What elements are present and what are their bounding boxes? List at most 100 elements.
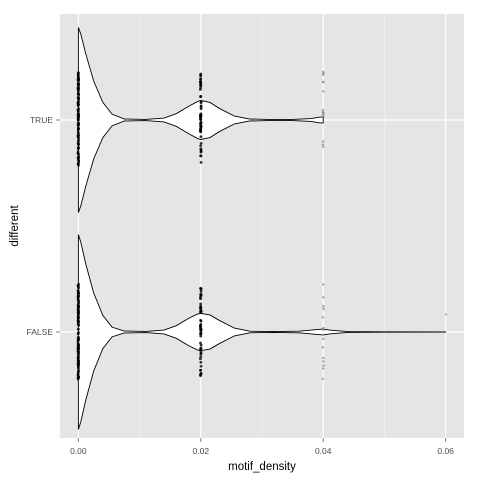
data-point [199, 125, 203, 128]
data-point [199, 309, 203, 313]
data-point [77, 159, 80, 162]
data-point [76, 152, 80, 155]
data-point [77, 367, 80, 371]
data-point [77, 114, 80, 118]
data-point [76, 320, 80, 324]
data-point [199, 161, 203, 164]
data-point [76, 78, 80, 82]
data-point [199, 368, 203, 372]
data-point [322, 283, 325, 286]
data-point [199, 101, 203, 105]
data-point [77, 359, 80, 362]
data-point [76, 289, 80, 292]
x-tick-label: 0.06 [437, 446, 454, 456]
data-point [322, 90, 325, 93]
data-point [77, 141, 80, 144]
data-point [199, 105, 203, 109]
data-point [77, 88, 80, 91]
data-point [199, 372, 203, 376]
data-point [199, 332, 202, 335]
data-point [199, 150, 203, 154]
x-axis-title: motif_density [228, 461, 296, 473]
data-points [76, 70, 448, 381]
data-point [199, 118, 203, 122]
data-point [199, 135, 203, 139]
data-point [77, 314, 80, 317]
data-point [77, 356, 80, 360]
data-point [322, 360, 325, 363]
data-point [77, 323, 80, 327]
data-point [321, 377, 325, 381]
data-point [199, 326, 202, 330]
data-point [76, 316, 80, 320]
data-point [199, 115, 202, 119]
data-point [322, 304, 325, 308]
x-tick-label: 0.04 [315, 446, 332, 456]
data-point [76, 285, 80, 288]
data-point [77, 361, 80, 365]
data-point [76, 342, 80, 346]
data-point [77, 76, 80, 80]
y-axis-title: different [9, 205, 21, 247]
data-point [322, 356, 325, 360]
data-point [76, 74, 80, 77]
data-point [76, 337, 80, 340]
data-point [199, 357, 202, 361]
data-point [199, 324, 202, 327]
data-point [77, 127, 81, 130]
data-point [322, 364, 325, 367]
data-point [199, 144, 202, 148]
data-point [77, 107, 81, 110]
data-point [199, 129, 203, 133]
data-point [321, 143, 325, 146]
data-point [199, 355, 203, 358]
data-point [199, 121, 203, 124]
data-point [77, 146, 80, 150]
data-point [322, 296, 325, 299]
data-point [199, 307, 202, 311]
data-point [199, 112, 203, 116]
data-point [322, 111, 325, 115]
axes: 0.00 0.02 0.04 0.06 TRUE FALSE [27, 115, 455, 456]
data-point [199, 154, 203, 158]
data-point [76, 122, 80, 125]
data-point [76, 135, 80, 139]
data-point [321, 316, 325, 319]
data-point [199, 147, 203, 151]
data-point [77, 292, 80, 295]
data-point [76, 117, 80, 120]
data-point [76, 376, 80, 379]
data-point [76, 150, 80, 153]
data-point [77, 300, 80, 304]
data-point [77, 92, 80, 96]
data-point [322, 307, 325, 311]
data-point [76, 373, 80, 377]
data-point [199, 287, 203, 290]
data-point [76, 331, 80, 335]
x-tick-label: 0.02 [193, 446, 210, 456]
data-point [199, 81, 203, 85]
data-point [76, 371, 80, 375]
data-point [76, 303, 80, 307]
data-point [199, 297, 202, 301]
data-point [322, 328, 325, 332]
data-point [199, 94, 203, 98]
data-point [322, 145, 325, 149]
data-point [77, 163, 80, 166]
data-point [444, 313, 448, 316]
data-point [321, 80, 325, 84]
data-point [77, 83, 80, 86]
data-point [199, 290, 203, 293]
data-point [199, 294, 203, 297]
data-point [76, 296, 80, 299]
data-point [199, 319, 203, 323]
data-point [76, 353, 80, 356]
data-point [77, 97, 80, 100]
data-point [321, 108, 325, 112]
data-point [76, 310, 80, 314]
data-point [77, 350, 80, 353]
data-point [322, 326, 325, 330]
data-point [199, 305, 203, 309]
data-point [322, 367, 325, 370]
